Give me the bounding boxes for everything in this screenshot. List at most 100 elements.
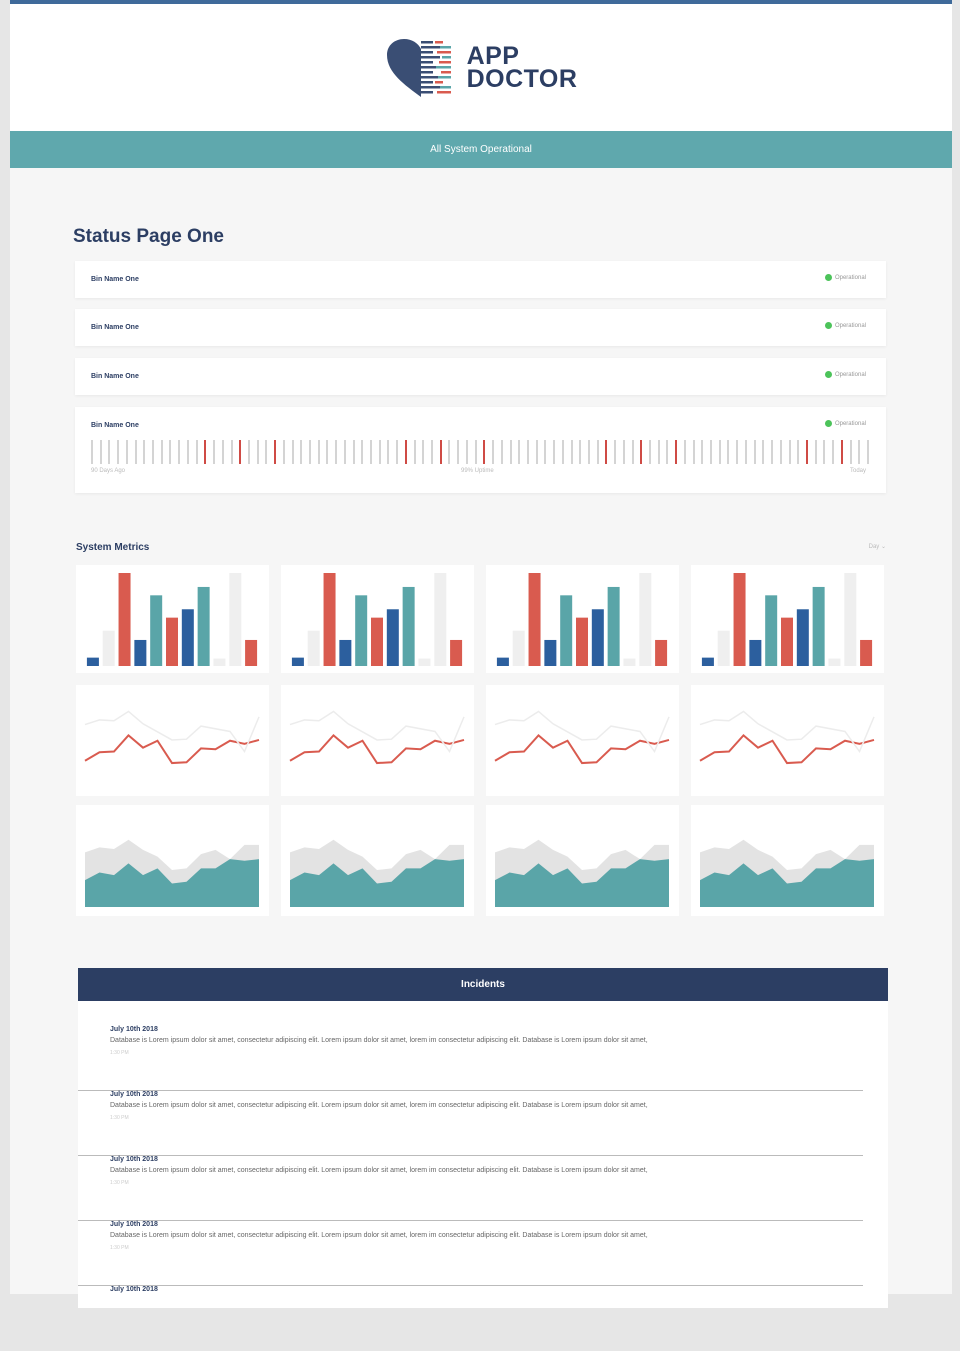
uptime-day-bar[interactable] — [701, 440, 704, 464]
bin-row[interactable]: Bin Name One Operational — [75, 261, 886, 298]
uptime-day-bar[interactable] — [300, 440, 303, 464]
uptime-day-bar[interactable] — [683, 440, 686, 464]
uptime-day-bar[interactable] — [239, 440, 242, 464]
uptime-day-bar[interactable] — [779, 440, 782, 464]
uptime-day-bar[interactable] — [195, 440, 198, 464]
uptime-day-bar[interactable] — [282, 440, 285, 464]
uptime-day-bar[interactable] — [474, 440, 477, 464]
uptime-day-bar[interactable] — [352, 440, 355, 464]
uptime-day-bar[interactable] — [649, 440, 651, 464]
uptime-day-bar[interactable] — [762, 440, 765, 464]
bin-row[interactable]: Bin Name One Operational — [75, 309, 886, 346]
uptime-day-bar[interactable] — [326, 440, 329, 464]
uptime-day-bar[interactable] — [579, 440, 582, 464]
uptime-day-bar[interactable] — [526, 440, 529, 464]
uptime-day-bar[interactable] — [561, 440, 564, 464]
uptime-day-bar[interactable] — [204, 440, 207, 464]
uptime-day-bar[interactable] — [710, 440, 713, 464]
uptime-day-bar[interactable] — [117, 440, 120, 464]
uptime-day-bar[interactable] — [666, 440, 669, 464]
uptime-day-bar[interactable] — [840, 440, 843, 464]
uptime-day-bar[interactable] — [422, 440, 425, 464]
uptime-day-bar[interactable] — [152, 440, 155, 464]
uptime-day-bar[interactable] — [500, 440, 503, 464]
uptime-day-bar[interactable] — [230, 440, 233, 464]
uptime-day-bar[interactable] — [134, 440, 137, 464]
uptime-day-bar[interactable] — [291, 440, 294, 464]
uptime-day-bar[interactable] — [91, 440, 93, 464]
uptime-day-bar[interactable] — [335, 440, 338, 464]
uptime-day-bar[interactable] — [317, 440, 320, 464]
uptime-day-bar[interactable] — [178, 440, 181, 464]
uptime-day-bar[interactable] — [457, 440, 460, 464]
uptime-day-bar[interactable] — [125, 440, 128, 464]
uptime-day-bar[interactable] — [186, 440, 189, 464]
uptime-day-bar[interactable] — [265, 440, 268, 464]
uptime-day-bar[interactable] — [797, 440, 800, 464]
uptime-day-bar[interactable] — [370, 440, 372, 464]
uptime-day-bar[interactable] — [657, 440, 660, 464]
incident-item[interactable]: July 10th 2018 Database is Lorem ipsum do… — [78, 1091, 863, 1156]
uptime-day-bar[interactable] — [570, 440, 573, 464]
uptime-day-bar[interactable] — [535, 440, 538, 464]
uptime-day-bar[interactable] — [143, 440, 146, 464]
uptime-day-bar[interactable] — [160, 440, 163, 464]
uptime-day-bar[interactable] — [308, 440, 311, 464]
uptime-day-bar[interactable] — [247, 440, 250, 464]
uptime-day-bar[interactable] — [640, 440, 643, 464]
incident-item[interactable]: July 10th 2018 — [78, 1286, 863, 1351]
uptime-day-bar[interactable] — [823, 440, 826, 464]
uptime-day-bar[interactable] — [727, 440, 730, 464]
uptime-day-bar[interactable] — [771, 440, 774, 464]
uptime-day-bar[interactable] — [744, 440, 747, 464]
range-dropdown[interactable]: Day ⌄ — [868, 544, 886, 550]
uptime-day-bar[interactable] — [814, 440, 817, 464]
uptime-day-bar[interactable] — [169, 440, 172, 464]
bin-row-expanded[interactable]: Bin Name One Operational 90 Days Ago 99%… — [75, 407, 886, 493]
uptime-day-bar[interactable] — [361, 440, 364, 464]
uptime-day-bar[interactable] — [849, 440, 852, 464]
uptime-day-bar[interactable] — [736, 440, 739, 464]
uptime-day-bar[interactable] — [832, 440, 835, 464]
uptime-day-bar[interactable] — [622, 440, 625, 464]
incident-item[interactable]: July 10th 2018 Database is Lorem ipsum do… — [78, 1221, 863, 1286]
uptime-day-bar[interactable] — [675, 440, 678, 464]
uptime-day-bar[interactable] — [343, 440, 346, 464]
uptime-day-bar[interactable] — [431, 440, 434, 464]
uptime-day-bar[interactable] — [553, 440, 556, 464]
uptime-day-bar[interactable] — [866, 440, 869, 464]
uptime-day-bar[interactable] — [108, 440, 111, 464]
uptime-day-bar[interactable] — [631, 440, 634, 464]
uptime-day-bar[interactable] — [378, 440, 381, 464]
uptime-day-bar[interactable] — [805, 440, 808, 464]
uptime-day-bar[interactable] — [718, 440, 721, 464]
bin-row[interactable]: Bin Name One Operational — [75, 358, 886, 395]
uptime-day-bar[interactable] — [518, 440, 521, 464]
incident-item[interactable]: July 10th 2018 Database is Lorem ipsum do… — [78, 1026, 863, 1091]
uptime-day-bar[interactable] — [587, 440, 590, 464]
uptime-day-bar[interactable] — [788, 440, 791, 464]
uptime-day-bar[interactable] — [404, 440, 407, 464]
uptime-day-bar[interactable] — [396, 440, 399, 464]
uptime-day-bar[interactable] — [614, 440, 617, 464]
uptime-day-bar[interactable] — [544, 440, 547, 464]
uptime-day-bar[interactable] — [605, 440, 608, 464]
uptime-day-bar[interactable] — [509, 440, 512, 464]
uptime-day-bar[interactable] — [256, 440, 259, 464]
uptime-day-bar[interactable] — [439, 440, 442, 464]
uptime-day-bar[interactable] — [448, 440, 451, 464]
uptime-day-bar[interactable] — [483, 440, 486, 464]
uptime-day-bar[interactable] — [753, 440, 756, 464]
uptime-day-bar[interactable] — [465, 440, 468, 464]
uptime-day-bar[interactable] — [858, 440, 861, 464]
uptime-day-bar[interactable] — [221, 440, 224, 464]
uptime-day-bar[interactable] — [99, 440, 102, 464]
uptime-day-bar[interactable] — [274, 440, 277, 464]
incident-item[interactable]: July 10th 2018 Database is Lorem ipsum do… — [78, 1156, 863, 1221]
uptime-day-bar[interactable] — [692, 440, 695, 464]
uptime-day-bar[interactable] — [596, 440, 599, 464]
uptime-day-bar[interactable] — [492, 440, 495, 464]
uptime-day-bar[interactable] — [387, 440, 390, 464]
uptime-day-bar[interactable] — [213, 440, 216, 464]
uptime-day-bar[interactable] — [413, 440, 416, 464]
